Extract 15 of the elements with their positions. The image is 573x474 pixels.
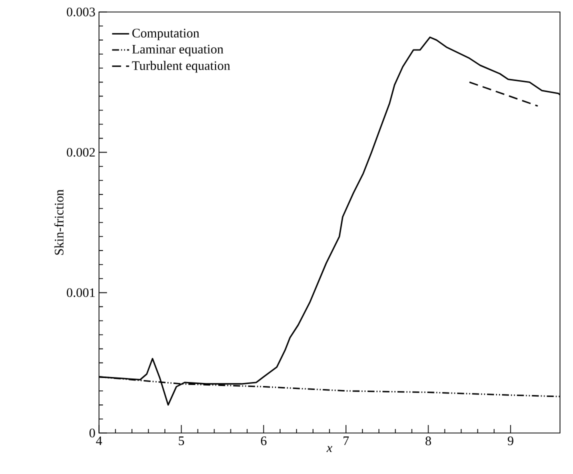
y-axis-title: Skin-friction	[54, 190, 64, 255]
y-tick-label: 0	[90, 428, 95, 438]
x-tick-label: 5	[178, 436, 184, 446]
x-tick-label: 4	[96, 436, 102, 446]
x-tick-label: 8	[426, 436, 432, 446]
x-tick-label: 7	[344, 436, 349, 445]
x-axis-title: x	[326, 446, 332, 452]
legend-label: Turbulent equation	[132, 60, 230, 73]
legend-label: Computation	[132, 28, 200, 40]
y-tick-label: 0.003	[66, 8, 95, 16]
y-tick-label: 0.002	[66, 148, 95, 157]
x-tick-label: 9	[508, 436, 514, 446]
y-tick-label: 0.001	[66, 288, 95, 298]
legend-label: Laminar equation	[132, 44, 224, 56]
x-tick-label: 6	[260, 436, 266, 446]
